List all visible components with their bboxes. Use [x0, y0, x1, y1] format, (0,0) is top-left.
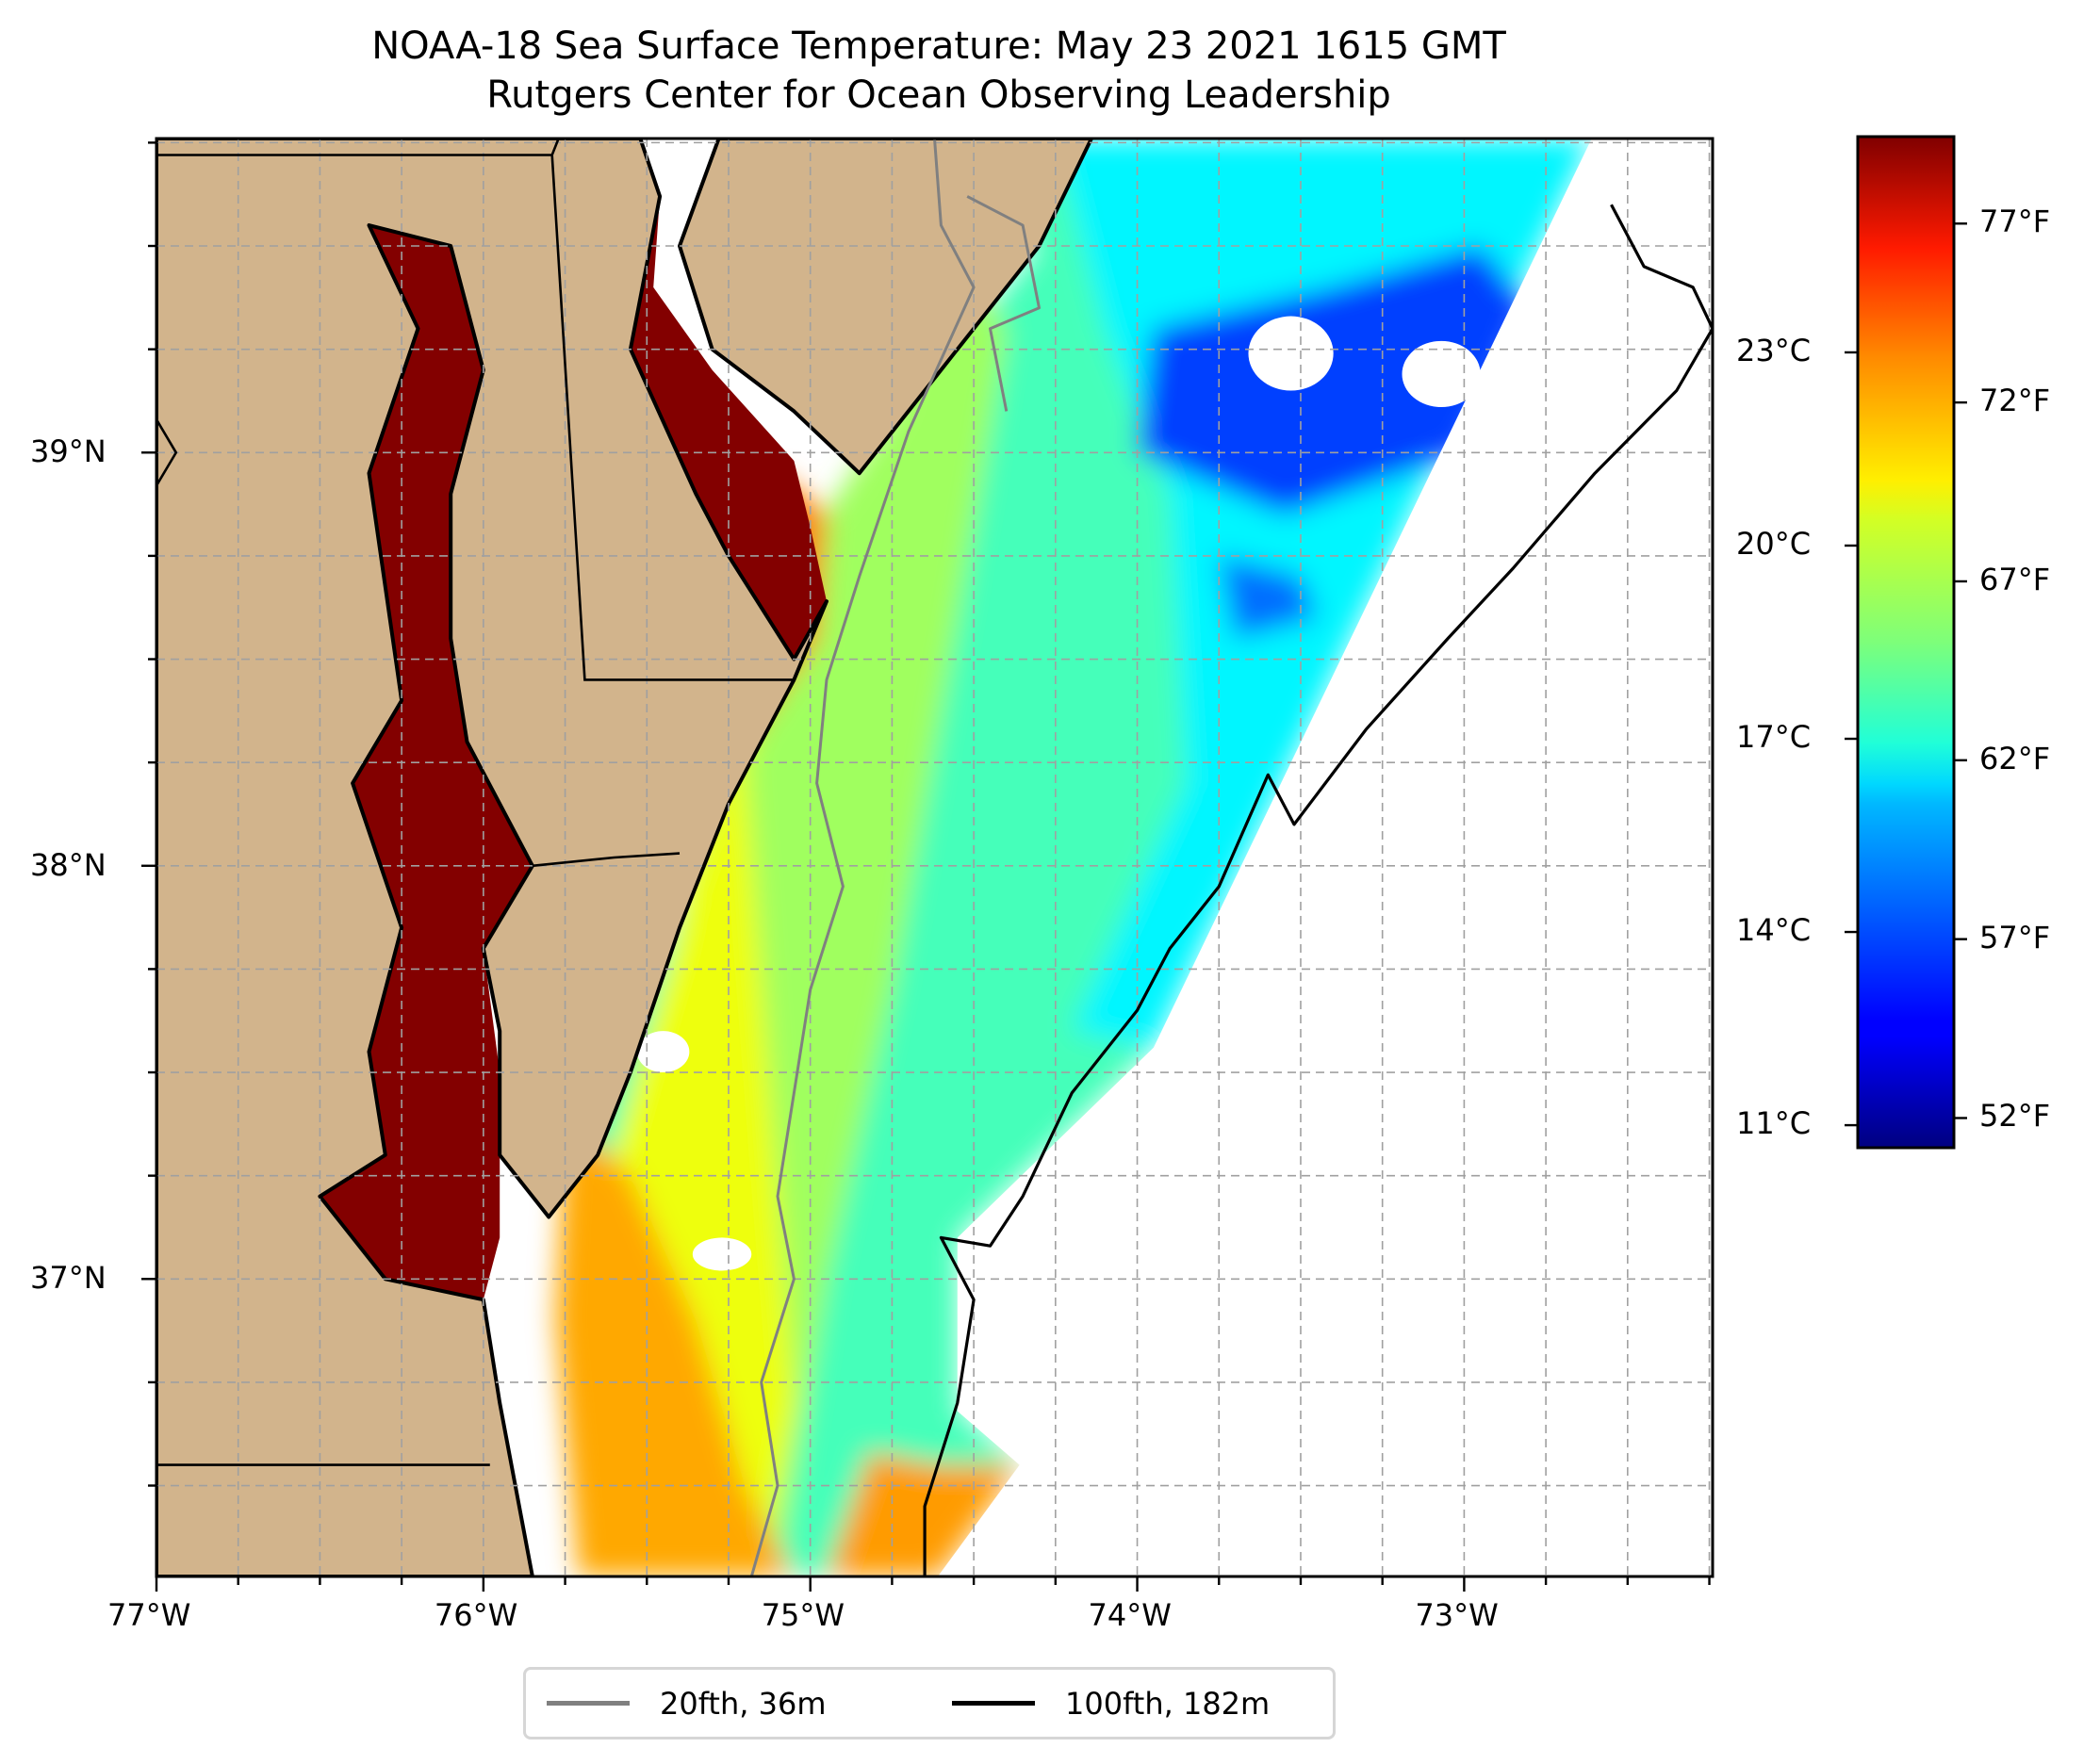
legend-entry-20fth: 20fth, 36m: [547, 1670, 826, 1737]
axis-ticks: [141, 141, 1711, 1592]
colorbar-fahrenheit-label: 57°F: [1979, 919, 2051, 956]
legend-label: 100fth, 182m: [1065, 1685, 1271, 1722]
colorbar-celsius-label: 20°C: [1736, 525, 1812, 562]
contour-20fth: [966, 195, 1041, 412]
land-new-jersey: [678, 139, 1093, 476]
legend: 20fth, 36m 100fth, 182m: [523, 1667, 1336, 1740]
legend-entry-100fth: 100fth, 182m: [952, 1670, 1270, 1737]
state-line-va-wv-border: [156, 418, 178, 486]
y-tick-label: 38°N: [30, 846, 107, 883]
sst-region-cold-patch-south: [1219, 555, 1318, 639]
x-tick-label: 77°W: [107, 1597, 191, 1633]
colorbar-celsius-label: 14°C: [1736, 912, 1812, 949]
legend-swatch-black-line: [952, 1701, 1035, 1706]
x-tick-label: 76°W: [434, 1597, 518, 1633]
colorbar-fahrenheit-label: 52°F: [1979, 1098, 2051, 1135]
chart-subtitle: Rutgers Center for Ocean Observing Leade…: [486, 74, 1391, 117]
sst-region-virginia-beach-warm: [555, 1113, 795, 1576]
x-tick-label: 74°W: [1088, 1597, 1172, 1633]
nodata-hole: [1402, 340, 1481, 408]
land-delmarva-and-maryland: [156, 139, 829, 1576]
y-tick-label: 37°N: [30, 1260, 107, 1297]
colorbar-celsius-label: 11°C: [1736, 1105, 1812, 1142]
nodata-hole: [692, 1237, 752, 1271]
colorbar-fahrenheit-label: 67°F: [1979, 561, 2051, 597]
contour-20fth: [749, 139, 976, 1576]
colorbar-celsius-label: 23°C: [1736, 332, 1812, 368]
colorbar-fahrenheit-label: 77°F: [1979, 204, 2051, 240]
swath-edge-mask: [938, 139, 1713, 1576]
nodata-hole: [1248, 316, 1334, 391]
x-tick-label: 75°W: [761, 1597, 845, 1633]
legend-swatch-gray-line: [547, 1701, 630, 1706]
nodata-holes: [636, 316, 1481, 1271]
x-tick-label: 73°W: [1415, 1597, 1499, 1633]
colorbar-ticks: [1845, 222, 1967, 1127]
state-line-md-va-line: [532, 852, 681, 868]
state-line-md-de-line: [550, 155, 795, 681]
gridlines: [156, 139, 1713, 1576]
colorbar-fahrenheit-label: 62°F: [1979, 740, 2051, 776]
colorbar: [1845, 135, 1967, 1150]
state-boundaries: [156, 139, 795, 1466]
contour-100fth: [923, 204, 1713, 1576]
land-layer: [156, 139, 1093, 1576]
colorbar-gradient: [1856, 135, 1956, 1150]
bathymetry-contours: [749, 139, 1713, 1576]
sst-region-cold-core-north: [1137, 246, 1530, 514]
legend-label: 20fth, 36m: [660, 1685, 827, 1722]
map-frame: [155, 137, 1714, 1578]
y-tick-label: 39°N: [30, 433, 107, 470]
sst-region-southeast-warm-lobe: [827, 1452, 1020, 1576]
chart-title: NOAA-18 Sea Surface Temperature: May 23 …: [371, 24, 1506, 68]
colorbar-celsius-label: 17°C: [1736, 719, 1812, 756]
colorbar-fahrenheit-label: 72°F: [1979, 383, 2051, 419]
nodata-hole: [636, 1031, 690, 1073]
